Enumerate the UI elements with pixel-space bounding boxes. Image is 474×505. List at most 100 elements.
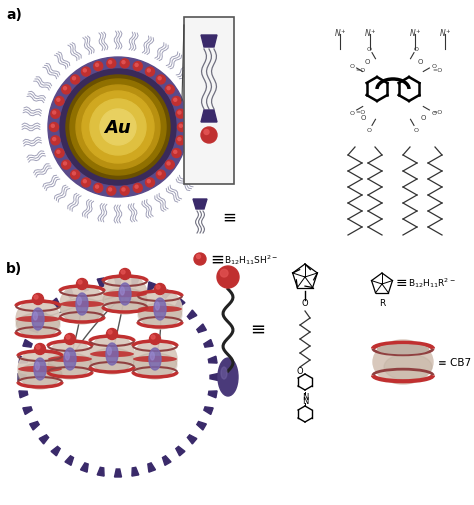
Polygon shape bbox=[148, 282, 155, 291]
Circle shape bbox=[53, 112, 56, 115]
Text: N$^+$: N$^+$ bbox=[334, 27, 346, 39]
Circle shape bbox=[60, 70, 176, 186]
Polygon shape bbox=[187, 435, 197, 444]
Circle shape bbox=[82, 92, 154, 164]
Ellipse shape bbox=[155, 302, 159, 311]
Circle shape bbox=[55, 97, 64, 106]
Circle shape bbox=[179, 125, 182, 128]
Ellipse shape bbox=[218, 358, 238, 396]
Circle shape bbox=[82, 68, 91, 77]
Polygon shape bbox=[132, 278, 139, 287]
Polygon shape bbox=[18, 374, 26, 381]
Circle shape bbox=[165, 161, 174, 170]
Circle shape bbox=[204, 130, 209, 135]
Polygon shape bbox=[201, 36, 217, 48]
Circle shape bbox=[49, 123, 58, 132]
Polygon shape bbox=[97, 278, 104, 287]
Circle shape bbox=[158, 173, 161, 176]
Circle shape bbox=[62, 161, 71, 170]
Circle shape bbox=[176, 110, 185, 119]
Circle shape bbox=[57, 99, 60, 102]
Text: O: O bbox=[431, 64, 436, 69]
Ellipse shape bbox=[16, 316, 60, 323]
Circle shape bbox=[133, 184, 142, 193]
Circle shape bbox=[73, 78, 75, 81]
Ellipse shape bbox=[77, 297, 82, 306]
Text: N$^+$: N$^+$ bbox=[438, 27, 451, 39]
Circle shape bbox=[172, 149, 181, 158]
Polygon shape bbox=[187, 311, 197, 320]
Circle shape bbox=[156, 76, 165, 85]
Circle shape bbox=[147, 180, 150, 183]
Circle shape bbox=[174, 151, 177, 154]
Circle shape bbox=[64, 87, 66, 90]
Text: O: O bbox=[360, 115, 365, 121]
Ellipse shape bbox=[377, 345, 428, 354]
Text: N: N bbox=[302, 392, 308, 400]
Circle shape bbox=[82, 179, 91, 187]
Polygon shape bbox=[176, 298, 185, 308]
Circle shape bbox=[90, 100, 146, 156]
Polygon shape bbox=[23, 407, 32, 415]
Circle shape bbox=[83, 70, 86, 73]
Ellipse shape bbox=[90, 351, 134, 358]
Polygon shape bbox=[148, 463, 155, 472]
Circle shape bbox=[120, 187, 129, 196]
Circle shape bbox=[83, 180, 86, 183]
Polygon shape bbox=[115, 469, 121, 477]
Circle shape bbox=[109, 188, 111, 191]
Polygon shape bbox=[163, 456, 171, 466]
Circle shape bbox=[107, 187, 116, 196]
Polygon shape bbox=[208, 391, 217, 398]
Circle shape bbox=[55, 149, 64, 158]
Circle shape bbox=[53, 138, 56, 141]
Circle shape bbox=[109, 62, 111, 65]
Polygon shape bbox=[39, 435, 49, 444]
Circle shape bbox=[158, 78, 161, 81]
Text: ≡: ≡ bbox=[396, 275, 408, 289]
Circle shape bbox=[94, 63, 103, 72]
Circle shape bbox=[62, 86, 71, 95]
Circle shape bbox=[34, 295, 38, 299]
Circle shape bbox=[70, 80, 166, 176]
Polygon shape bbox=[115, 277, 121, 285]
Circle shape bbox=[51, 136, 60, 145]
Text: O: O bbox=[350, 111, 355, 116]
Text: Au: Au bbox=[105, 119, 131, 137]
Circle shape bbox=[76, 279, 88, 290]
Polygon shape bbox=[51, 446, 60, 456]
Ellipse shape bbox=[221, 367, 227, 379]
Text: b): b) bbox=[6, 262, 22, 275]
Polygon shape bbox=[19, 357, 27, 364]
Ellipse shape bbox=[138, 289, 182, 329]
Circle shape bbox=[120, 60, 129, 69]
Ellipse shape bbox=[120, 287, 124, 295]
Circle shape bbox=[147, 70, 150, 73]
Polygon shape bbox=[193, 199, 207, 210]
Circle shape bbox=[94, 184, 103, 193]
Text: O: O bbox=[417, 59, 423, 65]
Text: =O: =O bbox=[432, 109, 442, 114]
Ellipse shape bbox=[119, 283, 131, 306]
Polygon shape bbox=[210, 374, 218, 381]
Circle shape bbox=[107, 329, 118, 340]
Polygon shape bbox=[197, 324, 206, 333]
Polygon shape bbox=[132, 467, 139, 476]
Ellipse shape bbox=[150, 352, 155, 360]
Ellipse shape bbox=[133, 354, 177, 377]
Polygon shape bbox=[81, 282, 88, 291]
Ellipse shape bbox=[138, 306, 182, 313]
Text: O: O bbox=[350, 64, 355, 69]
Ellipse shape bbox=[90, 334, 134, 374]
Ellipse shape bbox=[90, 348, 134, 372]
Ellipse shape bbox=[60, 284, 104, 324]
Ellipse shape bbox=[34, 358, 46, 380]
Text: O: O bbox=[431, 111, 436, 116]
Polygon shape bbox=[176, 446, 185, 456]
Circle shape bbox=[71, 171, 80, 180]
Circle shape bbox=[155, 284, 165, 295]
Circle shape bbox=[119, 269, 130, 280]
Circle shape bbox=[64, 163, 66, 166]
Circle shape bbox=[156, 286, 160, 289]
Text: a): a) bbox=[6, 8, 22, 22]
